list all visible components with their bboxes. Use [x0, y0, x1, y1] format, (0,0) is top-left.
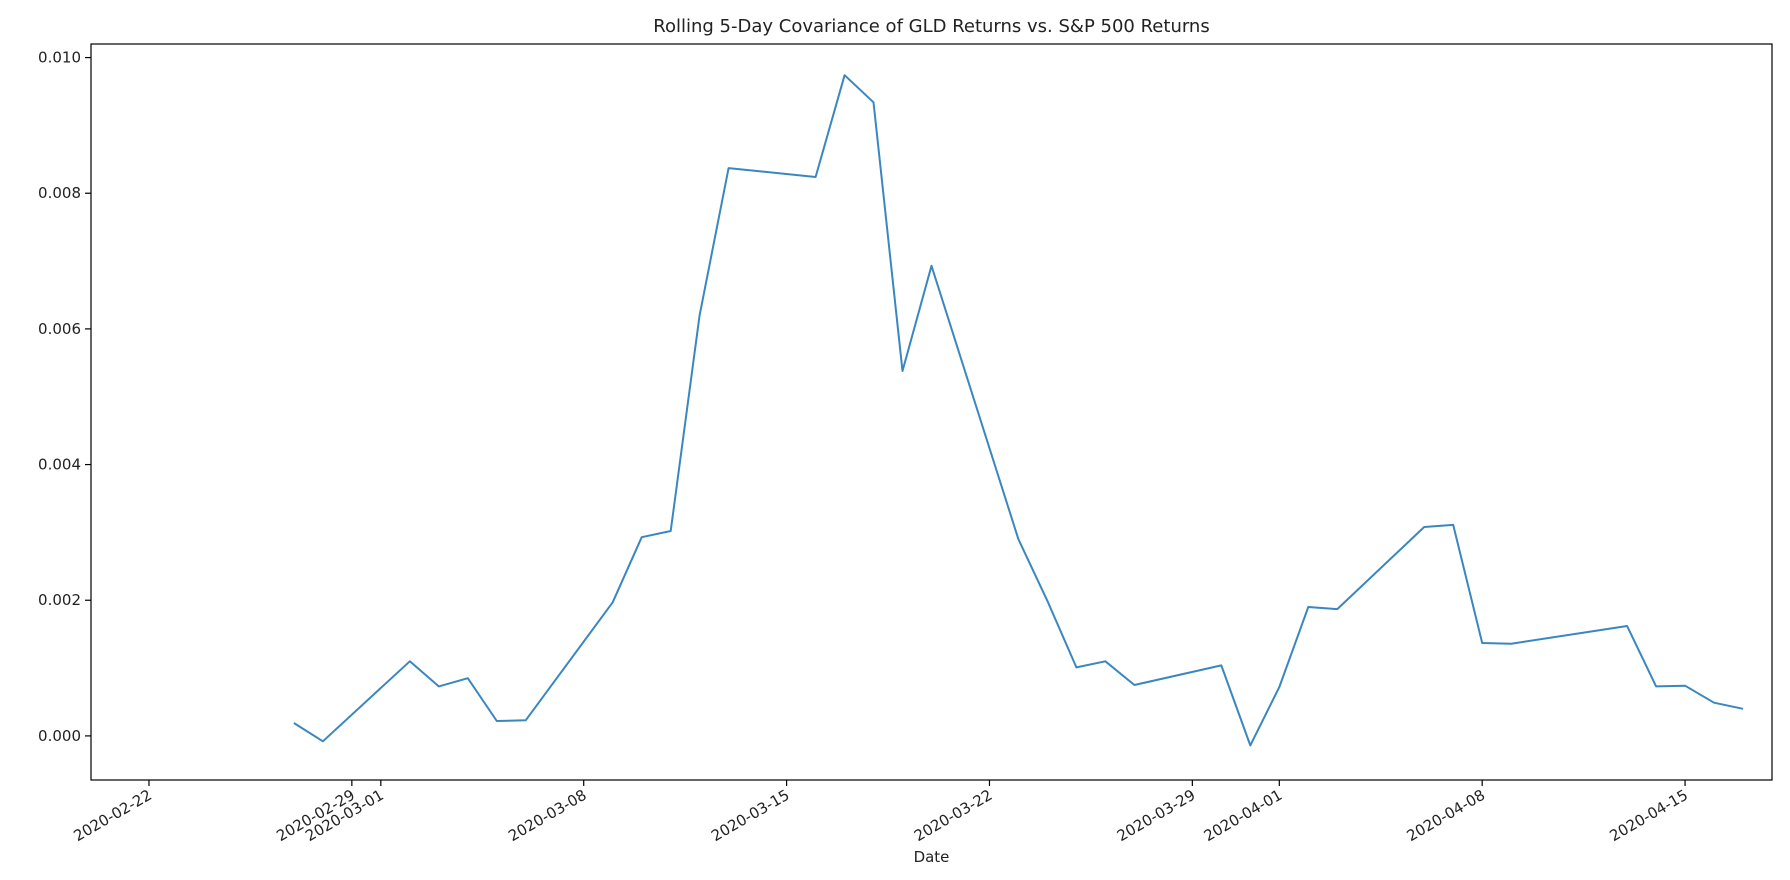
x-tick-label: 2020-04-08	[1404, 786, 1489, 845]
y-tick-label: 0.004	[38, 456, 81, 474]
y-tick-label: 0.010	[38, 49, 81, 67]
x-tick-label: 2020-03-29	[1114, 786, 1199, 845]
x-tick-label: 2020-03-15	[708, 786, 793, 845]
y-tick-label: 0.002	[38, 591, 81, 609]
y-tick-label: 0.008	[38, 184, 81, 202]
x-tick-label: 2020-03-08	[505, 786, 590, 845]
y-axis: 0.000 0.002 0.004 0.006 0.008 0.010	[38, 49, 91, 745]
chart-title: Rolling 5-Day Covariance of GLD Returns …	[653, 16, 1209, 37]
x-tick-label: 2020-02-22	[70, 786, 155, 845]
x-tick-label: 2020-04-15	[1607, 786, 1692, 845]
axes-frame	[90, 43, 1773, 781]
x-tick-label: 2020-04-01	[1201, 786, 1286, 845]
x-axis-label: Date	[914, 848, 950, 866]
series-line-0	[293, 74, 1744, 747]
y-tick-label: 0.000	[38, 727, 81, 745]
x-tick-label: 2020-03-22	[911, 786, 996, 845]
y-tick-label: 0.006	[38, 320, 81, 338]
